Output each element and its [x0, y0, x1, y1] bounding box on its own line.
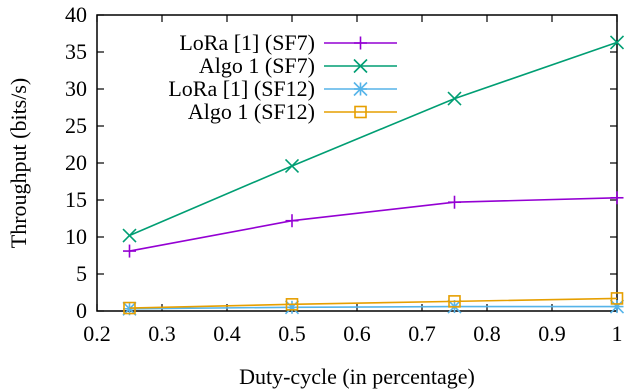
series-line	[129, 196, 618, 252]
series-line	[129, 297, 618, 309]
legend-marker	[353, 81, 368, 97]
x-tick-label: 0.8	[473, 321, 501, 346]
legend-marker	[354, 36, 367, 50]
data-point	[284, 300, 300, 315]
y-tick-label: 35	[65, 39, 87, 64]
legend-label: Algo 1 (SF12)	[188, 99, 315, 124]
series-3	[123, 292, 624, 315]
legend-item: Algo 1 (SF7)	[199, 53, 397, 78]
y-tick-label: 5	[76, 261, 87, 286]
legend-marker	[353, 58, 368, 74]
x-tick-label: 0.5	[278, 321, 306, 346]
data-point	[122, 228, 137, 243]
legend-label: LoRa [1] (SF7)	[179, 30, 315, 55]
legend: LoRa [1] (SF7)Algo 1 (SF7)LoRa [1] (SF12…	[168, 30, 397, 124]
y-tick-label: 20	[65, 150, 87, 175]
x-axis-title: Duty-cycle (in percentage)	[239, 364, 475, 389]
x-tick-label: 0.6	[343, 321, 371, 346]
data-point	[610, 292, 624, 305]
data-point	[448, 295, 461, 308]
x-tick-label: 0.9	[538, 321, 566, 346]
y-tick-label: 25	[65, 113, 87, 138]
data-point	[285, 214, 299, 228]
x-tick-label: 1	[612, 321, 623, 346]
plot-frame	[96, 14, 618, 312]
legend-item: LoRa [1] (SF7)	[179, 30, 397, 55]
legend-marker	[354, 105, 367, 119]
data-point	[448, 195, 461, 209]
data-point	[609, 299, 625, 314]
y-axis-title: Throughput (bits/s)	[6, 78, 31, 249]
y-tick-label: 15	[65, 187, 87, 212]
series-line	[129, 305, 617, 310]
data-point	[447, 91, 462, 106]
data-point	[284, 158, 300, 174]
data-point	[123, 244, 136, 258]
legend-item: Algo 1 (SF12)	[188, 99, 397, 124]
y-tick-label: 40	[65, 2, 87, 27]
x-tick-label: 0.3	[148, 321, 176, 346]
series-line	[129, 41, 618, 237]
x-tick-label: 0.4	[213, 321, 241, 346]
legend-item: LoRa [1] (SF12)	[168, 76, 397, 101]
data-point	[610, 191, 624, 205]
data-point	[123, 301, 136, 315]
data-point	[609, 35, 625, 50]
y-tick-label: 30	[65, 76, 87, 101]
x-tick-label: 0.2	[83, 321, 111, 346]
series-1	[122, 35, 625, 243]
plot-series	[122, 35, 625, 316]
y-tick-label: 0	[76, 298, 87, 323]
series-0	[123, 191, 624, 258]
axes: 0.2 0.3 0.4 0.5 0.6 0.7 0.8 0.9 1051015202530354…	[6, 2, 623, 389]
x-tick-label: 0.7	[408, 321, 436, 346]
legend-label: Algo 1 (SF7)	[199, 53, 315, 78]
y-tick-label: 10	[65, 224, 87, 249]
legend-label: LoRa [1] (SF12)	[168, 76, 315, 101]
data-point	[285, 298, 299, 311]
